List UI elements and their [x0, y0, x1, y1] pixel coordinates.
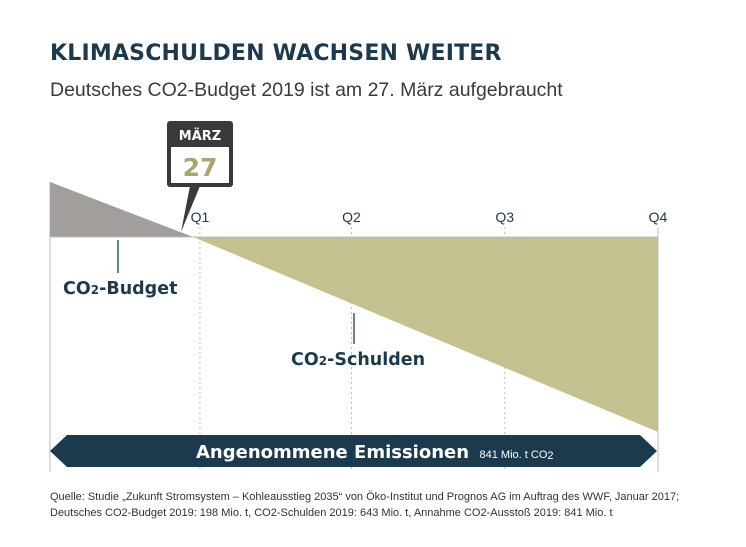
budget-label-sub: 2 — [91, 283, 99, 297]
calendar-day: 27 — [183, 153, 218, 182]
budget-label-rest: -Budget — [99, 279, 177, 299]
budget-label: CO2-Budget — [63, 279, 177, 299]
tick-label-q2: Q2 — [342, 209, 361, 225]
page-title: KLIMASCHULDEN WACHSEN WEITER — [50, 41, 502, 66]
tick-label-q3: Q3 — [495, 209, 514, 225]
calendar-month: MÄRZ — [179, 128, 221, 144]
source-note: Quelle: Studie „Zukunft Stromsystem – Ko… — [50, 489, 730, 521]
calendar-pointer — [181, 186, 200, 232]
debt-label: CO2-Schulden — [291, 350, 425, 370]
quarter-labels: Q1 Q2 Q3 Q4 — [191, 209, 668, 225]
debt-area — [193, 237, 658, 432]
emissions-value: 841 Mio. t CO — [480, 449, 548, 461]
calendar-marker: MÄRZ 27 — [167, 121, 233, 232]
tick-label-q4: Q4 — [649, 209, 668, 225]
source-line-2: Deutsches CO2-Budget 2019: 198 Mio. t, C… — [50, 507, 613, 519]
calendar-sheet — [171, 147, 229, 183]
emissions-banner-text: Angenommene Emissionen 841 Mio. t CO2 — [196, 442, 554, 463]
emissions-label: Angenommene Emissionen — [196, 442, 469, 463]
emissions-banner — [50, 435, 657, 467]
budget-area — [50, 182, 194, 237]
page-subtitle: Deutsches CO2-Budget 2019 ist am 27. Mär… — [50, 79, 563, 101]
debt-label-rest: -Schulden — [327, 350, 425, 370]
debt-label-sub: 2 — [319, 354, 327, 368]
source-line-1: Quelle: Studie „Zukunft Stromsystem – Ko… — [50, 491, 680, 503]
emissions-value-sub: 2 — [547, 450, 553, 462]
tick-label-q1: Q1 — [191, 209, 210, 225]
